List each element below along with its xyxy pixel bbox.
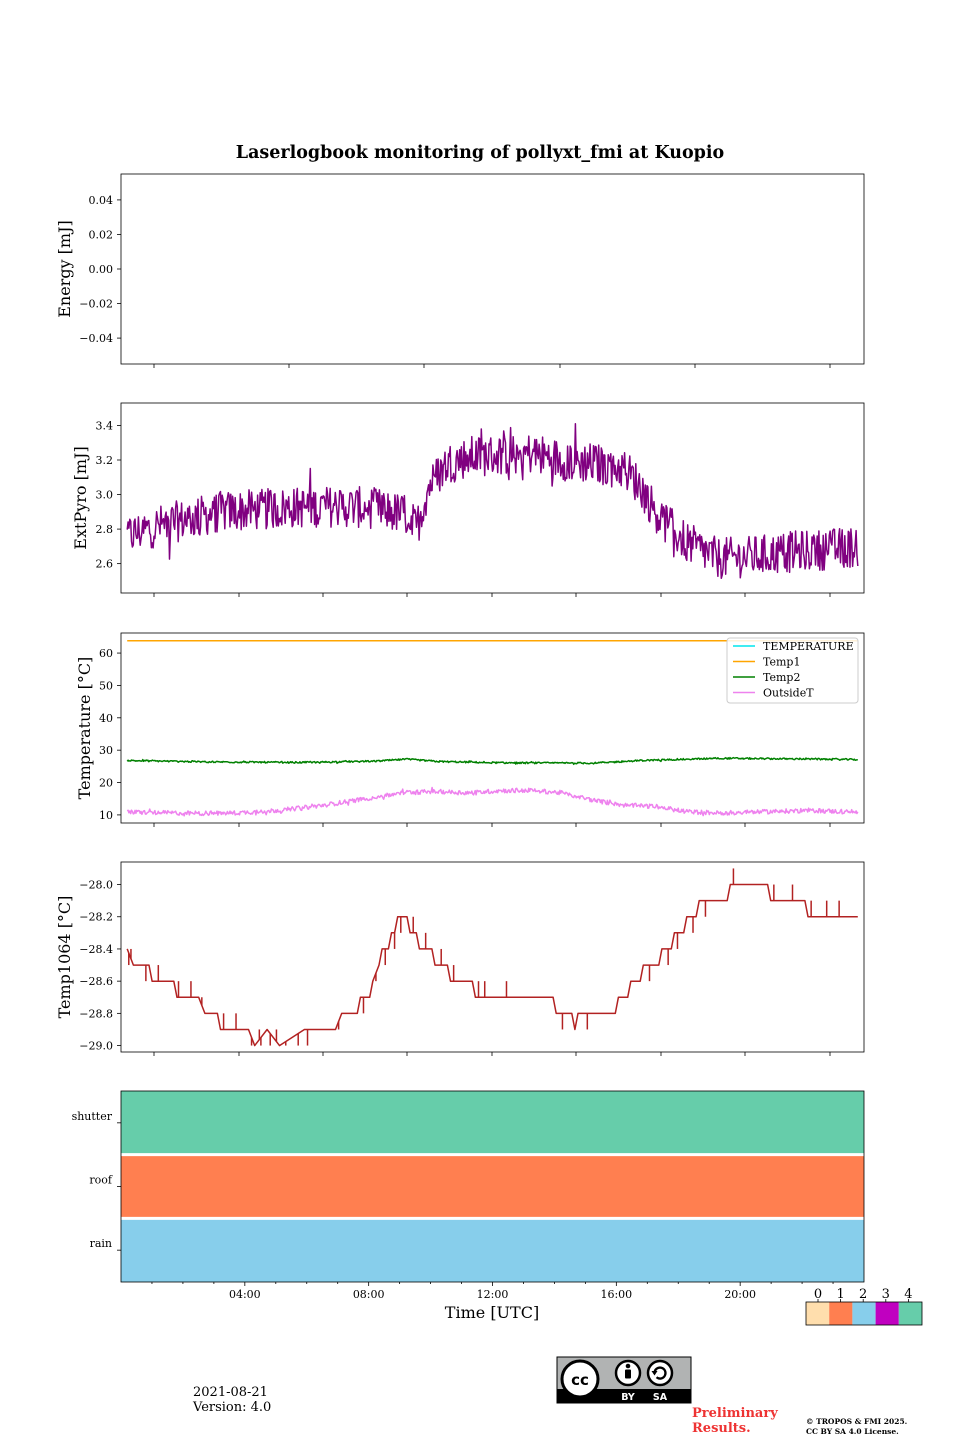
- y-tick-label: 3.4: [96, 419, 114, 432]
- colorbar-label: 0: [814, 1287, 822, 1302]
- colorbar-swatch: [898, 1302, 922, 1325]
- panel-extpyro: 2.6 2.8 3.0 3.2 3.4 ExtPyro [mJ]: [71, 402, 865, 597]
- copyright-line-1: © TROPOS & FMI 2025.: [806, 1417, 908, 1426]
- x-tick-label: 04:00: [229, 1288, 261, 1301]
- cc-icon: [560, 1359, 600, 1399]
- legend-label: OutsideT: [763, 687, 814, 700]
- share-alike-icon: [646, 1359, 674, 1387]
- colorbar-swatch: [852, 1302, 876, 1325]
- y-tick-label: 50: [99, 679, 113, 692]
- legend: TEMPERATURE Temp1 Temp2 OutsideT: [726, 637, 859, 704]
- y-tick-label: 20: [99, 777, 113, 790]
- y-tick-label: −28.8: [79, 1007, 113, 1020]
- axes-frame: [120, 402, 865, 594]
- colorbar-frame: [805, 1301, 923, 1326]
- row-label: roof: [89, 1174, 113, 1187]
- y-axis-label: Energy [mJ]: [55, 220, 74, 318]
- svg-text:BY: BY: [621, 1392, 635, 1403]
- legend-label: Temp2: [763, 671, 800, 684]
- colorbar-swatch: [875, 1302, 899, 1325]
- y-tick-label: −28.0: [79, 879, 113, 892]
- x-axis-label: Time [UTC]: [445, 1303, 539, 1322]
- y-tick-label: 2.8: [96, 523, 114, 536]
- axes-frame: [120, 632, 865, 824]
- y-axis-label: ExtPyro [mJ]: [71, 446, 90, 549]
- y-tick-label: 0.00: [89, 263, 114, 276]
- panel-energy: 0.04 0.02 0.00 −0.02 −0.04 Energy [mJ]: [55, 173, 865, 368]
- x-tick-label: 20:00: [724, 1288, 756, 1301]
- panel-temp1064: −28.0 −28.2 −28.4 −28.6 −28.8 −29.0 Temp1064 […: [55, 861, 865, 1056]
- y-tick-label: 0.04: [89, 194, 114, 207]
- copyright-line-2: CC BY SA 4.0 License.: [806, 1427, 899, 1436]
- x-tick-label: 08:00: [353, 1288, 385, 1301]
- date-label: 2021-08-21: [193, 1385, 268, 1400]
- copyright-note: © TROPOS & FMI 2025. CC BY SA 4.0 Licens…: [806, 1417, 907, 1437]
- colorbar-label: 3: [882, 1287, 890, 1302]
- x-tick-label: 16:00: [600, 1288, 632, 1301]
- y-tick-label: 10: [99, 809, 113, 822]
- y-tick-label: −0.04: [79, 332, 113, 345]
- y-axis-label: Temp1064 [°C]: [55, 896, 74, 1019]
- x-tick-label: 12:00: [477, 1288, 509, 1301]
- status-band-rain: [121, 1218, 864, 1282]
- y-tick-label: −0.02: [79, 298, 113, 311]
- colorbar-label: 4: [904, 1287, 912, 1302]
- figure-title: Laserlogbook monitoring of pollyxt_fmi a…: [236, 143, 724, 163]
- status-band-roof: [121, 1154, 864, 1219]
- svg-text:SA: SA: [653, 1392, 668, 1403]
- version-label: Version: 4.0: [193, 1400, 272, 1415]
- y-tick-label: 40: [99, 712, 113, 725]
- colorbar-swatch: [829, 1302, 853, 1325]
- y-tick-label: 0.02: [89, 228, 114, 241]
- cc-by-sa-badge: cc BY SA: [556, 1356, 692, 1404]
- y-tick-label: −29.0: [79, 1040, 113, 1053]
- y-tick-label: 60: [99, 647, 113, 660]
- colorbar-label: 1: [836, 1287, 844, 1302]
- legend-label: Temp1: [763, 656, 800, 669]
- y-tick-label: −28.6: [79, 975, 113, 988]
- series-temp2: [126, 756, 858, 766]
- y-tick-label: 30: [99, 744, 113, 757]
- row-label: rain: [90, 1237, 112, 1250]
- status-band-shutter: [121, 1091, 864, 1155]
- row-label: shutter: [72, 1110, 113, 1123]
- y-tick-label: 3.2: [96, 454, 114, 467]
- legend-label: TEMPERATURE: [763, 640, 854, 653]
- axes-frame: [120, 173, 865, 365]
- svg-text:cc: cc: [571, 1371, 589, 1389]
- y-tick-label: −28.4: [79, 943, 113, 956]
- preliminary-note: Preliminary Results.: [692, 1406, 778, 1436]
- panel-status: shutter roof rain 04:00 08:00 12:00 16:00 20:00…: [72, 1090, 923, 1326]
- y-tick-label: −28.2: [79, 911, 113, 924]
- colorbar-label: 2: [859, 1287, 867, 1302]
- series-outsidet: [126, 786, 859, 817]
- series-temp1064: [126, 883, 858, 1047]
- axes-frame: [120, 861, 865, 1053]
- y-tick-label: 2.6: [96, 558, 114, 571]
- y-axis-label: Temperature [°C]: [75, 657, 94, 800]
- legend-box: [726, 637, 859, 704]
- series-extpyro: [126, 423, 859, 580]
- colorbar-swatch: [806, 1302, 830, 1325]
- y-tick-label: 3.0: [96, 489, 114, 502]
